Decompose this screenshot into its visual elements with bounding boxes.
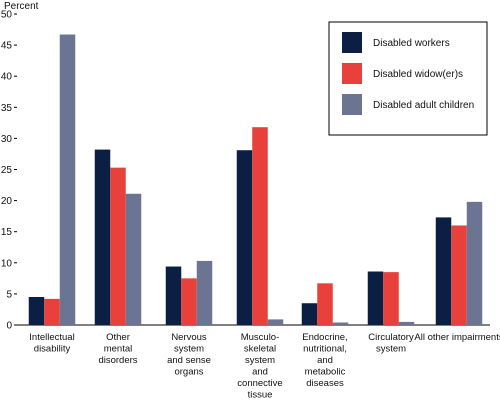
category-label-line: and sense (167, 355, 211, 366)
y-tick-label: 40 (1, 72, 13, 83)
category-label-line: Intellectual (29, 332, 74, 343)
category-label-line: system (376, 344, 406, 355)
legend-swatch (342, 94, 362, 115)
bar-3-3 (196, 260, 213, 325)
y-tick-label: 15 (1, 227, 13, 238)
category-label-line: Circulatory (368, 332, 414, 343)
y-axis-label: Percent (4, 1, 39, 12)
category-label: All other impairments (414, 332, 500, 343)
bar-2-5 (317, 283, 333, 325)
category-label-line: system (245, 355, 275, 366)
bar-1-6 (367, 271, 384, 325)
bar-3-7 (466, 201, 483, 325)
legend-swatch (342, 32, 362, 53)
category-label: Endocrine, nutritional, and metabolic diseas… (302, 332, 347, 389)
category-label: Musculo-skeletal system and connective tissu… (237, 332, 282, 401)
category-label-line: Endocrine, (302, 332, 347, 343)
bar-1-3 (165, 266, 182, 325)
y-tick-label: 0 (6, 321, 12, 332)
y-tick-label: 25 (1, 165, 13, 176)
bar-2-1 (44, 298, 60, 325)
y-tick-label: 10 (1, 258, 13, 269)
category-label-line: nutritional, (303, 344, 347, 355)
legend: Disabled workers Disabled widow(er)s Disab… (328, 21, 488, 136)
bar-2-2 (110, 167, 126, 325)
y-tick-label: 35 (1, 103, 13, 114)
legend-swatch (342, 63, 362, 84)
category-label-line: Musculo- (241, 332, 280, 343)
legend-label: Disabled workers (373, 38, 450, 49)
bar-1-5 (301, 303, 318, 325)
bar-1-1 (28, 297, 45, 325)
category-label-line: Other (106, 332, 130, 343)
bar-1-4 (236, 150, 253, 325)
category-label-line: tissue (248, 390, 273, 401)
category-label-line: skeletal (244, 344, 276, 355)
y-tick-label: 45 (1, 41, 13, 52)
category-label-line: All other impairments (414, 332, 500, 343)
bar-1-2 (94, 149, 111, 325)
bars (28, 34, 483, 325)
category-label-line: connective (237, 378, 282, 389)
category-label-line: disorders (98, 355, 137, 366)
category-label: Intellectual disability (29, 332, 74, 355)
category-label-line: and (317, 355, 333, 366)
y-tick-label: 20 (1, 196, 13, 207)
legend-label: Disabled widow(er)s (373, 69, 463, 80)
category-label-line: Nervous (171, 332, 207, 343)
category-labels: Intellectual disability Other mental disorde… (29, 332, 500, 401)
category-label-line: system (174, 344, 204, 355)
category-label: Nervous system and sense organs (167, 332, 211, 378)
bar-3-1 (59, 34, 76, 325)
bar-2-4 (252, 127, 268, 325)
category-label-line: organs (174, 367, 203, 378)
bar-1-7 (435, 217, 452, 325)
category-label-line: mental (104, 344, 133, 355)
category-label-line: metabolic (305, 367, 346, 378)
y-tick-label: 50 (1, 10, 13, 21)
bar-2-7 (451, 225, 467, 325)
y-tick-label: 5 (6, 289, 12, 300)
bar-3-6 (398, 321, 415, 325)
category-label-line: diseases (306, 378, 344, 389)
bar-2-6 (383, 272, 399, 325)
category-label: Circulatory system (368, 332, 414, 355)
bar-2-3 (181, 278, 197, 325)
bar-3-5 (332, 322, 349, 325)
bar-3-4 (267, 319, 284, 325)
category-label-line: and (252, 367, 268, 378)
bar-3-2 (125, 193, 142, 325)
y-tick-label: 30 (1, 134, 13, 145)
legend-label: Disabled adult children (373, 100, 474, 111)
y-axis-ticks: 0 5 10 15 20 25 30 35 40 45 50 (1, 10, 17, 332)
category-label: Other mental disorders (98, 332, 137, 366)
category-label-line: disability (34, 344, 71, 355)
